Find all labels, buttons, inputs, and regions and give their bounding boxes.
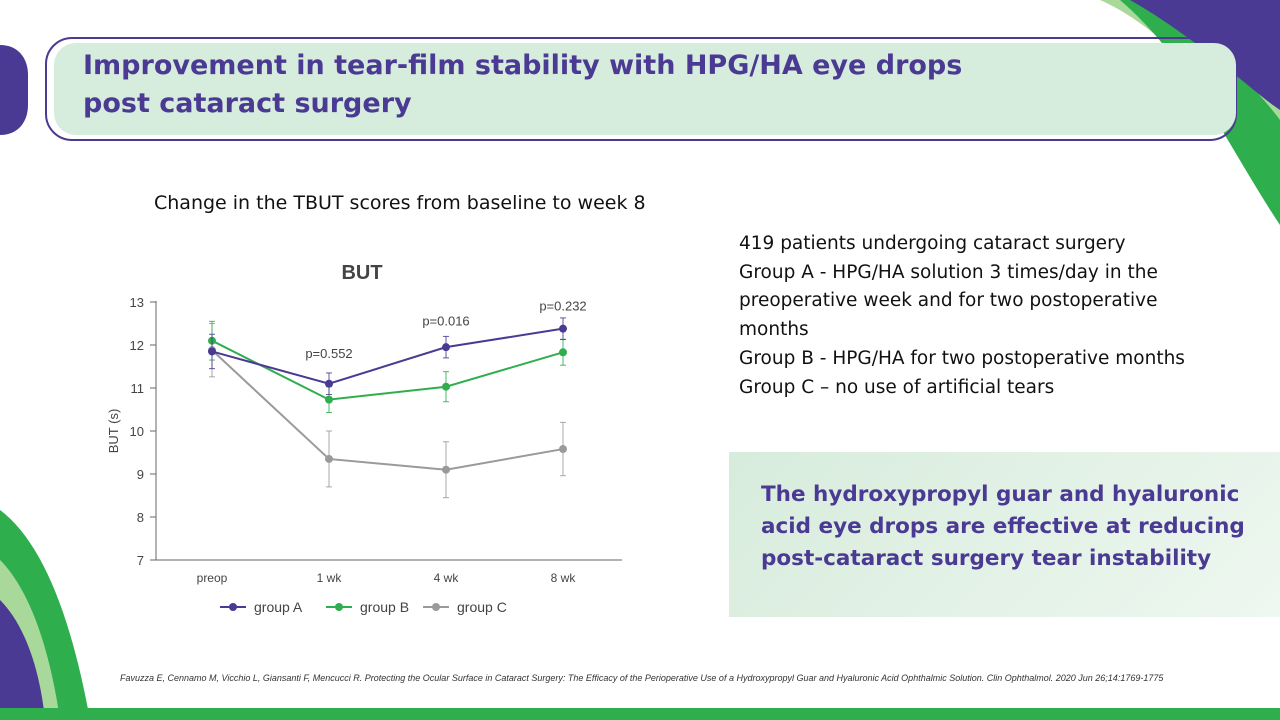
study-info: 419 patients undergoing cataract surgery… xyxy=(739,230,1209,402)
p-value-annotation: p=0.232 xyxy=(539,299,586,314)
group-b-legend-label: group B xyxy=(360,599,409,615)
x-tick-label: preop xyxy=(197,571,228,585)
p-value-annotation: p=0.016 xyxy=(422,314,469,329)
y-tick-label: 13 xyxy=(130,295,144,310)
info-line-group-c: Group C – no use of artificial tears xyxy=(739,376,1055,398)
slide-title: Improvement in tear-film stability with … xyxy=(83,47,983,123)
group-a-legend-label: group A xyxy=(254,599,303,615)
group-c-line xyxy=(211,349,564,471)
y-tick-label: 8 xyxy=(137,510,144,525)
info-line-patients: 419 patients undergoing cataract surgery xyxy=(739,233,1126,254)
group-a-point xyxy=(325,379,333,388)
conclusion-box xyxy=(729,452,1280,617)
group-a-point xyxy=(208,347,216,356)
info-line-group-b: Group B - HPG/HA for two postoperative m… xyxy=(739,347,1185,369)
conclusion-text: The hydroxypropyl guar and hyaluronic ac… xyxy=(761,482,1245,571)
y-tick-label: 9 xyxy=(137,467,144,482)
reference-citation: Favuzza E, Cennamo M, Vicchio L, Giansan… xyxy=(120,673,1164,683)
group-a-point xyxy=(442,343,450,352)
group-a-line xyxy=(211,327,564,385)
y-tick-label: 10 xyxy=(130,424,144,439)
x-tick-label: 4 wk xyxy=(434,571,460,585)
left-purple-tab xyxy=(0,45,28,135)
bottom-green-bar xyxy=(0,708,1280,720)
group-c-point xyxy=(325,454,333,463)
group-b-point xyxy=(559,348,567,357)
title-line-1: Improvement in tear-film stability with … xyxy=(83,50,963,81)
title-band-fill xyxy=(54,43,1236,135)
bottom-left-purple-swoosh xyxy=(0,600,45,720)
x-tick-label: 1 wk xyxy=(317,571,343,585)
p-value-annotation: p=0.552 xyxy=(305,346,352,361)
group-b-point xyxy=(325,395,333,404)
but-line-chart: BUT 7 8 9 10 11 12 13 preop 1 wk 4 wk 8 wk BUT (s) p=… xyxy=(106,262,622,615)
group-c-point xyxy=(559,445,567,454)
group-c-legend-label: group C xyxy=(457,599,507,615)
title-line-2: post cataract surgery xyxy=(83,88,412,119)
y-tick-label: 7 xyxy=(137,553,144,568)
group-b-line xyxy=(211,339,564,401)
group-c-legend-marker xyxy=(432,603,440,611)
y-tick-label: 11 xyxy=(131,381,145,396)
y-axis-label: BUT (s) xyxy=(106,409,121,454)
group-b-legend-marker xyxy=(335,603,343,611)
group-b-point xyxy=(442,382,450,391)
group-c-point xyxy=(442,465,450,474)
x-tick-label: 8 wk xyxy=(551,571,577,585)
group-a-point xyxy=(559,324,567,333)
group-a-legend-marker xyxy=(229,603,237,611)
chart-title: BUT xyxy=(341,262,382,284)
info-line-group-a: Group A - HPG/HA solution 3 times/day in… xyxy=(739,261,1158,341)
top-right-purple-swoosh xyxy=(1130,0,1280,110)
chart-subtitle: Change in the TBUT scores from baseline … xyxy=(154,192,646,214)
y-tick-label: 12 xyxy=(130,338,144,353)
